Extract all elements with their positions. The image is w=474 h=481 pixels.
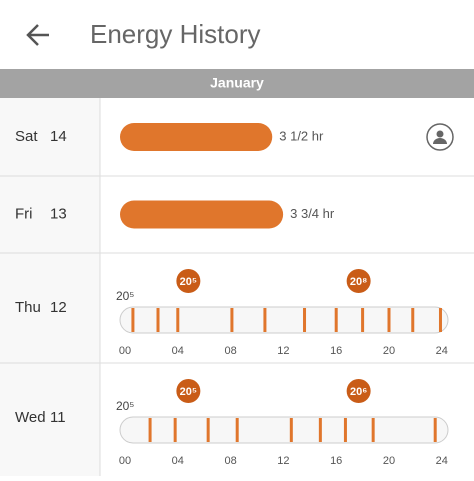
heating-event bbox=[206, 418, 210, 442]
date: 12 bbox=[50, 299, 67, 316]
date: 13 bbox=[50, 205, 67, 222]
away-icon-head bbox=[436, 130, 444, 138]
axis-label: 12 bbox=[277, 455, 289, 467]
heating-event bbox=[148, 418, 152, 442]
heating-event bbox=[230, 308, 234, 332]
axis-label: 08 bbox=[224, 455, 236, 467]
axis-label: 16 bbox=[330, 455, 342, 467]
day: Wed bbox=[15, 409, 46, 426]
axis-label: 20 bbox=[383, 345, 395, 357]
heating-event bbox=[433, 418, 437, 442]
away-icon-body bbox=[433, 138, 447, 144]
away-icon[interactable] bbox=[426, 123, 454, 151]
heating-event bbox=[156, 308, 160, 332]
date: 14 bbox=[50, 128, 67, 145]
axis-label: 20 bbox=[383, 455, 395, 467]
heating-event bbox=[361, 308, 365, 332]
setpoint-label: 20⁵ bbox=[180, 276, 197, 288]
setpoint-label: 20⁶ bbox=[350, 386, 367, 398]
timeline bbox=[119, 306, 449, 334]
axis-label: 00 bbox=[119, 345, 131, 357]
title: Energy History bbox=[90, 19, 261, 49]
setpoint-badge bbox=[176, 379, 201, 403]
heating-event bbox=[438, 308, 442, 332]
heating-event bbox=[173, 418, 177, 442]
usage-label: 3 3/4 hr bbox=[290, 206, 335, 221]
axis-label: 04 bbox=[172, 345, 184, 357]
heating-event bbox=[343, 418, 347, 442]
heating-event bbox=[334, 308, 338, 332]
heating-event bbox=[289, 418, 293, 442]
heating-event bbox=[387, 308, 391, 332]
usage-label: 3 1/2 hr bbox=[279, 128, 324, 143]
axis-label: 24 bbox=[436, 345, 448, 357]
day: Fri bbox=[15, 205, 33, 222]
date-column bbox=[0, 98, 100, 476]
date: 11 bbox=[50, 409, 66, 426]
axis-label: 24 bbox=[436, 455, 448, 467]
heating-event bbox=[411, 308, 415, 332]
axis-label: 04 bbox=[172, 455, 184, 467]
usage-bar bbox=[120, 123, 273, 151]
heating-event bbox=[263, 308, 267, 332]
setpoint-label: 20⁵ bbox=[180, 386, 197, 398]
start-temp: 20⁵ bbox=[116, 399, 134, 413]
heating-event bbox=[235, 418, 239, 442]
setpoint-badge bbox=[346, 379, 371, 403]
back-button[interactable] bbox=[26, 24, 49, 46]
month-bar bbox=[0, 69, 474, 98]
timeline bbox=[119, 416, 449, 444]
day: Sat bbox=[15, 128, 38, 145]
setpoint-badge bbox=[176, 269, 201, 293]
month-label: January bbox=[210, 75, 264, 91]
setpoint-label: 20⁸ bbox=[350, 276, 367, 288]
setpoint-badge bbox=[346, 269, 371, 293]
axis-label: 16 bbox=[330, 345, 342, 357]
heating-event bbox=[371, 418, 375, 442]
heating-event bbox=[303, 308, 307, 332]
day: Thu bbox=[15, 299, 41, 316]
heating-event bbox=[131, 308, 135, 332]
heating-event bbox=[176, 308, 180, 332]
heating-event bbox=[318, 418, 322, 442]
axis-label: 12 bbox=[277, 345, 289, 357]
usage-bar bbox=[120, 200, 284, 229]
axis-label: 00 bbox=[119, 455, 131, 467]
axis-label: 08 bbox=[224, 345, 236, 357]
start-temp: 20⁵ bbox=[116, 289, 134, 303]
